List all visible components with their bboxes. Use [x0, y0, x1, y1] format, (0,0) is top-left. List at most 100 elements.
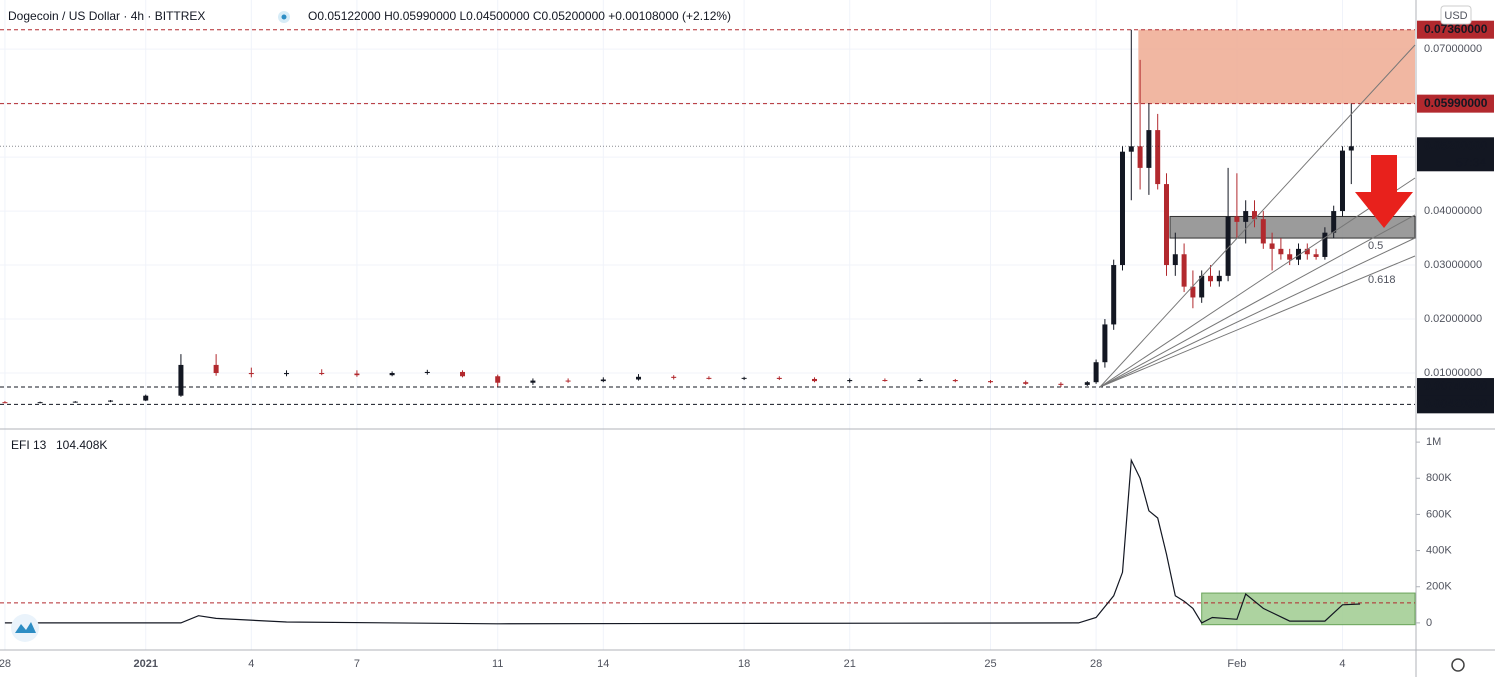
candle-body [1348, 146, 1354, 151]
candle-body [847, 380, 853, 382]
fan-line [1099, 44, 1416, 388]
candle-body [37, 402, 43, 404]
candle-body [882, 380, 888, 382]
y-tick-label: 600K [1426, 508, 1452, 520]
level-label: 0.07360000 [1424, 22, 1488, 36]
candle-body [1163, 184, 1169, 266]
settings-icon[interactable] [1451, 658, 1465, 672]
candle-body [706, 377, 712, 379]
candle-body [354, 373, 360, 376]
candle-body [1137, 146, 1143, 168]
candle-body [1199, 275, 1205, 298]
candle-body [1322, 232, 1328, 257]
currency-box [1440, 5, 1472, 25]
y-tick-label: 0.07000000 [1424, 43, 1482, 55]
x-tick-label: 28 [0, 658, 11, 670]
candle-body [600, 379, 606, 382]
candle-body [1111, 265, 1117, 325]
candle-body [917, 380, 923, 382]
candle-body [213, 364, 219, 374]
x-tick-label: 28 [1090, 658, 1102, 670]
candle-body [1146, 130, 1152, 168]
candle-body [1058, 383, 1064, 385]
candle-body [248, 373, 254, 375]
candle-body [1128, 146, 1134, 152]
fib-fan [1099, 44, 1416, 388]
level-label-bg [1417, 94, 1494, 113]
candle-body [1243, 211, 1249, 222]
candle-body [1023, 382, 1029, 384]
candle-body [530, 380, 536, 383]
candle-body [1119, 151, 1125, 266]
chart-title: Dogecoin / US Dollar · 4h · BITTREX [8, 9, 205, 23]
candle-body [319, 373, 325, 375]
indicator-value: 104.408K [56, 438, 107, 452]
x-tick-label: 25 [984, 658, 996, 670]
candle-body [1313, 254, 1319, 257]
candle-body [284, 373, 290, 375]
candle-body [1295, 248, 1301, 260]
x-tick-label: 4 [1339, 658, 1345, 670]
y-tick-label: 400K [1426, 544, 1452, 556]
candle-body [389, 373, 395, 376]
candle-body [741, 377, 747, 379]
currency: USD [1444, 10, 1467, 22]
zone [1201, 592, 1416, 626]
logo-mark [15, 622, 36, 633]
candle-body [812, 378, 818, 382]
countdown: 57:34 [1456, 155, 1486, 169]
x-tick-label: 14 [597, 658, 609, 670]
zone [1169, 215, 1416, 239]
level-label: 0.05990000 [1424, 96, 1488, 110]
candle-body [1339, 150, 1345, 212]
candle-body [108, 400, 114, 402]
candle-body [424, 371, 430, 374]
candle-body [1190, 286, 1196, 298]
y-tick-label: 0.02000000 [1424, 313, 1482, 325]
candle-body [1278, 248, 1284, 255]
candle-body [1260, 219, 1266, 244]
x-tick-label: Feb [1227, 658, 1246, 670]
candle-body [1181, 254, 1187, 287]
indicator-title: EFI 13 [11, 438, 47, 452]
candle-body [1269, 243, 1275, 249]
candle-body [1093, 362, 1099, 383]
y-tick-label: 1M [1426, 436, 1441, 448]
candle-body [952, 380, 958, 382]
candle-body [72, 401, 78, 403]
level-label: 0.00740000 [1424, 379, 1488, 393]
candle-body [1287, 254, 1293, 260]
candle-body [1155, 130, 1161, 185]
level-label-bg [1417, 395, 1494, 414]
fib-label: 0.618 [1368, 274, 1396, 286]
candle-body [1331, 211, 1337, 233]
zone [1138, 29, 1415, 104]
last-price-bg [1417, 137, 1494, 172]
candle-body [1207, 275, 1213, 282]
y-tick-label: 800K [1426, 472, 1452, 484]
y-tick-label: 0.04000000 [1424, 205, 1482, 217]
level-label-bg [1417, 378, 1494, 397]
candle-body [776, 377, 782, 379]
candle-body [565, 380, 571, 382]
candle-body [178, 364, 184, 396]
candle-body [636, 376, 642, 380]
candle-body [460, 371, 466, 377]
x-tick-label: 2021 [133, 658, 157, 670]
candle-body [1172, 254, 1178, 266]
level-label: 0.00420000 [1424, 396, 1488, 410]
x-tick-label: 4 [248, 658, 254, 670]
fan-line [1099, 255, 1416, 388]
candle-body [988, 381, 993, 383]
candle-body [671, 376, 677, 378]
x-tick-label: 7 [354, 658, 360, 670]
candle-body [1084, 382, 1090, 385]
down-arrow [1355, 155, 1413, 228]
logo [11, 614, 39, 642]
efi-line [4, 457, 1361, 625]
x-tick-label: 18 [738, 658, 750, 670]
y-tick-label: 0.03000000 [1424, 259, 1482, 271]
